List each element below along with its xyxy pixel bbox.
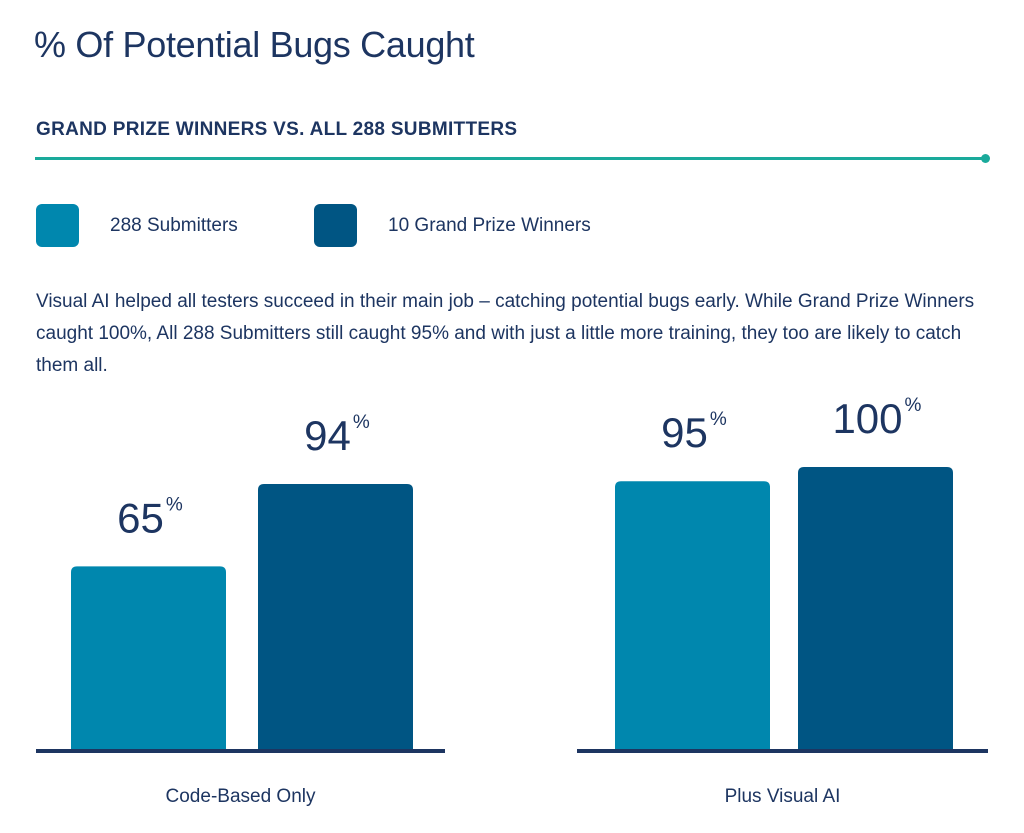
value-unit: % — [353, 412, 370, 433]
legend-label-submitters: 288 Submitters — [110, 215, 238, 236]
value-label: 100 — [832, 395, 902, 442]
value-label: 95 — [661, 409, 708, 456]
description: Visual AI helped all testers succeed in … — [36, 291, 975, 376]
category-label: Code-Based Only — [166, 786, 316, 807]
value-unit: % — [905, 395, 922, 416]
divider — [35, 157, 985, 160]
value-label: 65 — [117, 494, 164, 541]
bar-winners — [798, 467, 953, 749]
value-unit: % — [166, 494, 183, 515]
bar-submitters — [71, 566, 226, 749]
x-axis-line — [36, 749, 445, 753]
legend-label-winners: 10 Grand Prize Winners — [388, 215, 591, 236]
page-title: % Of Potential Bugs Caught — [34, 24, 475, 65]
legend-swatch-submitters — [36, 204, 79, 247]
category-label: Plus Visual AI — [725, 786, 841, 807]
value-label: 94 — [304, 412, 351, 459]
bar-submitters — [615, 481, 770, 749]
x-axis-line — [577, 749, 988, 753]
divider-dot — [981, 154, 990, 163]
bar-winners — [258, 484, 413, 749]
chart-subtitle: GRAND PRIZE WINNERS VS. ALL 288 SUBMITTE… — [36, 119, 518, 140]
value-unit: % — [710, 409, 727, 430]
legend-swatch-winners — [314, 204, 357, 247]
